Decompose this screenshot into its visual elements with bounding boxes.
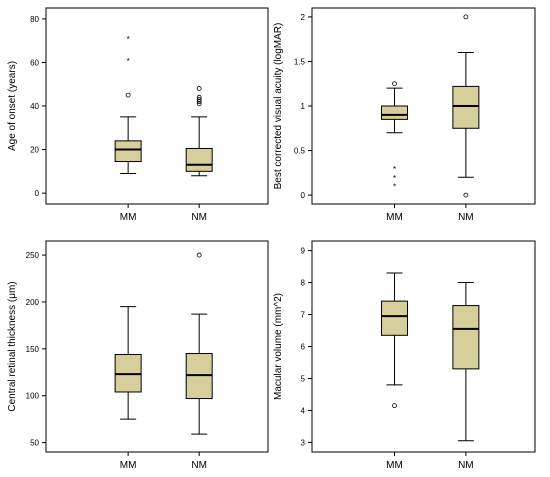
chart-panel-2: 0 0.5 1 1.5 2 Best corrected visual acuity (l… — [273, 7, 536, 223]
y-tick-label: 1 — [301, 102, 306, 111]
y-tick-label: 80 — [30, 15, 39, 24]
box-mm — [114, 306, 142, 420]
y-axis-title: Best corrected visual acuity (logMAR) — [273, 23, 284, 190]
y-tick-label: 0.5 — [294, 147, 306, 156]
y-tick-label: 6 — [301, 343, 306, 352]
y-tick-label: 0 — [35, 189, 40, 198]
outlier-point — [463, 192, 469, 198]
y-tick-label: 100 — [26, 392, 40, 401]
iqr-box — [381, 105, 409, 120]
outlier-point — [392, 81, 397, 87]
box-mm: *** — [381, 81, 409, 192]
iqr-box — [452, 305, 480, 370]
outlier-point — [392, 403, 397, 409]
outlier-point — [196, 252, 202, 258]
extreme-point: * — [393, 174, 396, 183]
y-tick-label: 250 — [26, 251, 40, 260]
y-tick-label: 7 — [301, 311, 306, 320]
y-axis-title: Macular volume (mm^2) — [273, 293, 284, 400]
extreme-point: * — [393, 183, 396, 192]
box-mm: ** — [114, 35, 142, 175]
y-tick-label: 3 — [301, 438, 306, 447]
y-tick-label: 60 — [30, 58, 39, 67]
plot-frame — [311, 7, 536, 205]
iqr-box — [452, 85, 480, 129]
chart-panel-3: 50 100 150 200 250 Central retinal thickness … — [7, 240, 269, 471]
y-tick-label: 200 — [26, 298, 40, 307]
box-mm — [381, 272, 409, 409]
outlier-point — [196, 86, 202, 91]
y-tick-label: 1.5 — [294, 57, 306, 66]
y-axis-title: Central retinal thickness (μm) — [7, 281, 18, 411]
iqr-box — [114, 140, 142, 163]
extreme-point: * — [127, 35, 130, 44]
extreme-point: * — [127, 57, 130, 66]
box-nm — [185, 252, 213, 435]
box-nm — [452, 14, 480, 198]
box-nm — [185, 86, 213, 177]
x-category-label: MM — [386, 212, 403, 223]
x-category-label: MM — [386, 460, 403, 471]
x-category-label: NM — [191, 460, 207, 471]
y-axis-title: Age of onset (years) — [7, 61, 18, 151]
y-tick-label: 2 — [301, 13, 306, 22]
y-tick-label: 4 — [301, 406, 306, 415]
y-tick-label: 8 — [301, 279, 306, 288]
extreme-point: * — [393, 165, 396, 174]
y-tick-label: 20 — [30, 146, 39, 155]
x-category-label: MM — [120, 212, 137, 223]
y-tick-label: 5 — [301, 374, 306, 383]
plot-frame — [45, 7, 269, 205]
y-tick-label: 150 — [26, 345, 40, 354]
outlier-point — [196, 94, 202, 100]
x-category-label: NM — [458, 212, 474, 223]
iqr-box — [185, 147, 213, 172]
x-category-label: MM — [120, 460, 137, 471]
plot-frame — [45, 240, 269, 453]
box-nm — [452, 282, 480, 442]
x-category-label: NM — [191, 212, 207, 223]
outlier-point — [463, 14, 469, 20]
x-category-label: NM — [458, 460, 474, 471]
outlier-point — [196, 97, 202, 102]
y-tick-label: 40 — [30, 102, 39, 111]
y-tick-label: 50 — [30, 439, 39, 448]
chart-panel-4: 3 4 5 6 7 8 9 Macular volume (mm^2) MM NM — [273, 240, 536, 471]
y-tick-label: 9 — [301, 247, 306, 256]
y-tick-label: 0 — [301, 191, 306, 200]
outlier-point — [125, 92, 131, 98]
iqr-box — [381, 300, 409, 336]
plot-frame — [311, 240, 536, 453]
